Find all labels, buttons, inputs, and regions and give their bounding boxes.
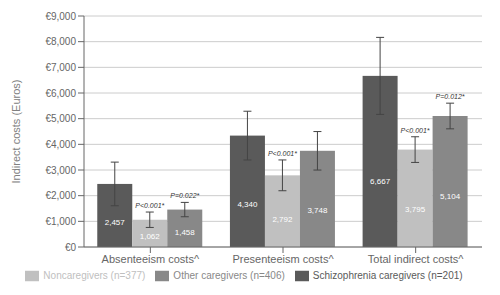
svg-text:5,104: 5,104 [440, 192, 461, 201]
svg-text:3,748: 3,748 [307, 206, 328, 215]
svg-text:2,792: 2,792 [272, 215, 293, 224]
svg-text:€3,000: €3,000 [45, 165, 76, 176]
svg-text:P<0.001*: P<0.001* [401, 127, 430, 134]
svg-text:€1,000: €1,000 [45, 216, 76, 227]
svg-text:€8,000: €8,000 [45, 36, 76, 47]
svg-text:2,457: 2,457 [105, 218, 126, 227]
svg-text:1,458: 1,458 [175, 228, 196, 237]
svg-text:€5,000: €5,000 [45, 113, 76, 124]
svg-text:Total indirect costs^: Total indirect costs^ [368, 253, 464, 265]
svg-text:4,340: 4,340 [237, 200, 258, 209]
svg-text:Indirect costs (Euros): Indirect costs (Euros) [10, 80, 22, 184]
svg-text:1,062: 1,062 [140, 232, 161, 241]
html-text:Schizophrenia caregivers (n=20: Schizophrenia caregivers (n=201) [312, 269, 463, 281]
svg-text:€7,000: €7,000 [45, 62, 76, 73]
svg-text:P<0.001*: P<0.001* [268, 150, 297, 157]
svg-text:6,667: 6,667 [370, 177, 391, 186]
svg-text:3,795: 3,795 [405, 205, 426, 214]
svg-text:P=0.012*: P=0.012* [436, 93, 465, 100]
html-text:Other caregivers (n=406): Other caregivers (n=406) [173, 269, 285, 281]
svg-text:Absenteeism costs^: Absenteeism costs^ [102, 253, 200, 265]
svg-text:€6,000: €6,000 [45, 88, 76, 99]
svg-text:P=0.022*: P=0.022* [170, 192, 199, 199]
svg-text:€9,000: €9,000 [45, 11, 76, 22]
svg-text:P<0.001*: P<0.001* [135, 202, 164, 209]
svg-text:Presenteeism costs^: Presenteeism costs^ [232, 253, 334, 265]
svg-text:€4,000: €4,000 [45, 139, 76, 150]
svg-text:€0: €0 [65, 242, 77, 253]
svg-text:€2,000: €2,000 [45, 190, 76, 201]
html-text:Noncaregivers (n=377): Noncaregivers (n=377) [43, 269, 146, 281]
